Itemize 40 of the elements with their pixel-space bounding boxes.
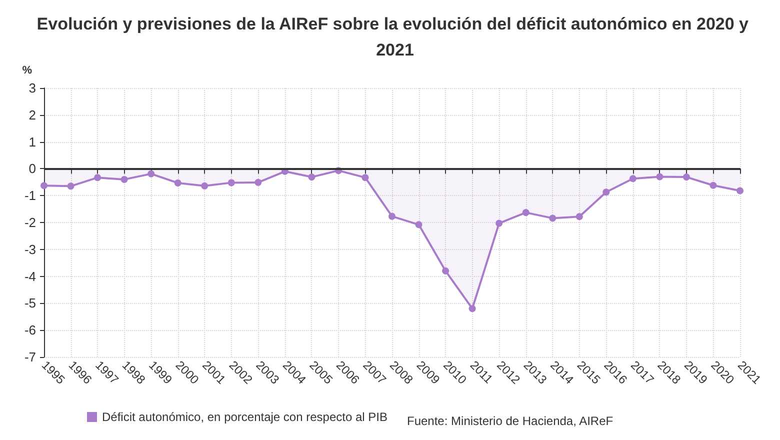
point: [656, 173, 664, 180]
point: [576, 213, 583, 220]
point: [120, 176, 128, 183]
point: [40, 182, 48, 190]
y-axis-title: %: [22, 64, 32, 76]
point: [201, 182, 208, 190]
source-note: Fuente: Ministerio de Hacienda, AIReF: [407, 414, 614, 428]
point: [174, 179, 182, 186]
point: [629, 175, 636, 182]
point: [67, 182, 74, 190]
point: [228, 179, 235, 186]
point: [468, 305, 476, 312]
point: [308, 174, 316, 181]
chart-title: Evolución y previsiones de la AIReF sobre la evolución del déficit autonómico en 2020 y 2021: [36, 14, 754, 60]
point: [736, 187, 744, 194]
y-tick-label: -3: [24, 242, 36, 257]
point: [496, 220, 503, 227]
point: [682, 174, 690, 181]
point: [522, 209, 530, 216]
y-tick-label: -7: [24, 350, 36, 364]
point: [415, 221, 422, 228]
y-tick-label: 3: [28, 80, 36, 96]
y-tick-label: -5: [24, 296, 36, 311]
point: [362, 174, 369, 182]
point: [388, 212, 396, 220]
y-tick-label: 0: [28, 161, 36, 176]
y-tick-label: 2: [28, 107, 36, 122]
point: [710, 182, 717, 189]
y-tick-label: 1: [28, 134, 36, 150]
point: [442, 267, 450, 274]
point: [254, 178, 262, 186]
y-tick-label: -1: [24, 188, 36, 204]
point: [148, 170, 155, 178]
point: [94, 174, 102, 182]
y-tick-label: -4: [24, 268, 36, 284]
legend-label: Déficit autonómico, en porcentaje con respecto al PIB: [102, 410, 388, 424]
y-tick-label: -2: [24, 215, 36, 230]
point: [602, 188, 610, 196]
point: [549, 214, 556, 222]
y-tick-label: -6: [24, 322, 36, 338]
